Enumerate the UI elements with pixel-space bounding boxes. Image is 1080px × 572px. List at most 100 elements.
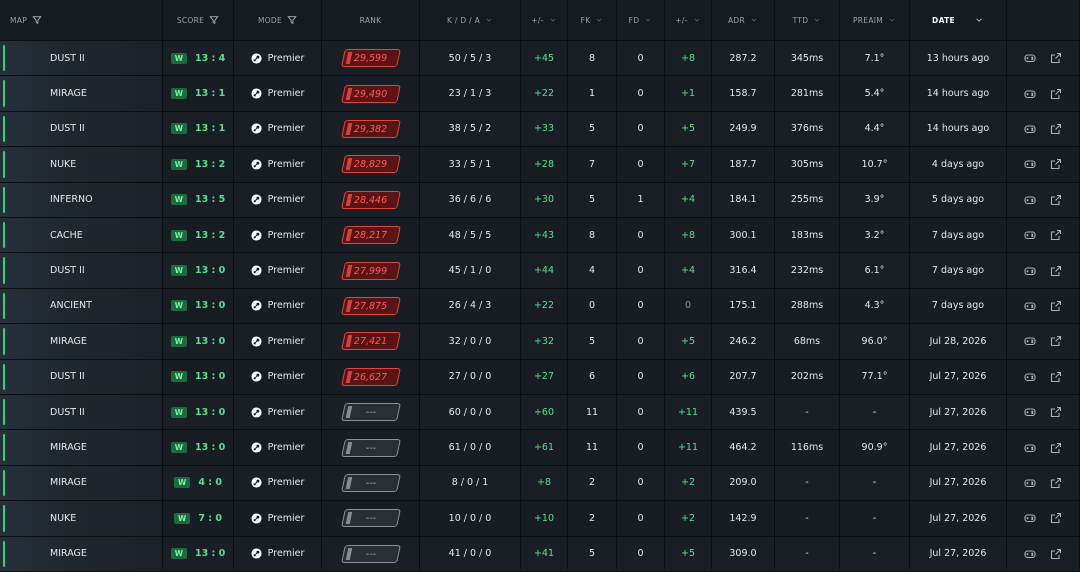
open-link-button[interactable] — [1050, 477, 1062, 489]
cell-mode: Premier — [234, 395, 322, 430]
open-link-button[interactable] — [1050, 442, 1062, 454]
mode-label: Premier — [267, 477, 305, 489]
open-link-button[interactable] — [1050, 194, 1062, 206]
open-link-button[interactable] — [1050, 371, 1062, 383]
demo-button[interactable] — [1024, 158, 1036, 170]
match-row[interactable]: NUKE W 7 : 0 Premier --- 10 / 0 / 0 +10 2 0 +2 142… — [0, 500, 1080, 536]
header-cell[interactable]: TTD — [775, 0, 840, 40]
cell-adr: 158.7 — [712, 76, 775, 111]
header-cell[interactable]: DATE — [910, 0, 1007, 40]
match-row[interactable]: MIRAGE W 13 : 0 Premier --- 61 / 0 / 0 +61 11 0 +… — [0, 429, 1080, 465]
demo-button[interactable] — [1024, 371, 1036, 383]
open-link-button[interactable] — [1050, 158, 1062, 170]
demo-button[interactable] — [1024, 335, 1036, 347]
date: 5 days ago — [931, 194, 985, 206]
cell-fd: 1 — [617, 182, 665, 217]
demo-button[interactable] — [1024, 52, 1036, 64]
cell-diff: +27 — [521, 359, 568, 394]
cell-preaim: - — [840, 395, 910, 430]
header-cell[interactable]: ADR — [712, 0, 775, 40]
rank-value: 27,421 — [353, 335, 388, 347]
match-row[interactable]: MIRAGE W 13 : 1 Premier 29,490 23 / 1 / 3 +22 1… — [0, 75, 1080, 111]
steam-icon — [251, 159, 262, 170]
demo-button[interactable] — [1024, 300, 1036, 312]
cell-map: DUST II — [0, 395, 163, 430]
demo-button[interactable] — [1024, 406, 1036, 418]
open-link-button[interactable] — [1050, 265, 1062, 277]
header-cell[interactable]: FK — [568, 0, 617, 40]
sort-icon[interactable] — [595, 16, 603, 24]
open-link-button[interactable] — [1050, 123, 1062, 135]
open-link-button[interactable] — [1050, 512, 1062, 524]
header-cell[interactable]: FD — [617, 0, 665, 40]
open-link-button[interactable] — [1050, 300, 1062, 312]
demo-button[interactable] — [1024, 265, 1036, 277]
header-cell[interactable]: +/- — [521, 0, 568, 40]
header-cell[interactable]: MODE — [234, 0, 322, 40]
match-row[interactable]: NUKE W 13 : 2 Premier 28,829 33 / 5 / 1 +28 7 0 +… — [0, 146, 1080, 182]
header-cell[interactable]: MAP — [0, 0, 163, 40]
cell-score: W 13 : 1 — [163, 76, 234, 111]
diff: +32 — [533, 335, 555, 347]
match-row[interactable]: ANCIENT W 13 : 0 Premier 27,875 26 / 4 / 3 +22… — [0, 287, 1080, 324]
header-cell[interactable]: RANK — [322, 0, 420, 40]
header-cell[interactable]: SCORE — [163, 0, 234, 40]
demo-button[interactable] — [1024, 229, 1036, 241]
match-row[interactable]: MIRAGE W 4 : 0 Premier --- 8 / 0 / 1 +8 2 0 +2 209… — [0, 464, 1080, 501]
demo-button[interactable] — [1024, 548, 1036, 560]
open-link-button[interactable] — [1050, 406, 1062, 418]
header-cell[interactable]: K / D / A — [420, 0, 521, 40]
sort-icon[interactable] — [750, 16, 758, 24]
demo-button[interactable] — [1024, 194, 1036, 206]
date: 7 days ago — [931, 300, 985, 312]
demo-button[interactable] — [1024, 123, 1036, 135]
open-link-button[interactable] — [1050, 52, 1062, 64]
sort-icon[interactable] — [974, 15, 984, 25]
sort-icon[interactable] — [644, 16, 652, 24]
diff: +43 — [533, 229, 555, 241]
sort-icon[interactable] — [693, 16, 701, 24]
match-row[interactable]: INFERNO W 13 : 5 Premier 28,446 36 / 6 / 6 +30… — [0, 181, 1080, 217]
cell-diff: +45 — [521, 41, 568, 76]
cell-map: NUKE — [0, 501, 163, 536]
cell-date: 5 days ago — [910, 182, 1007, 217]
rank-badge: --- — [340, 438, 401, 457]
result-badge: W — [170, 229, 188, 241]
sort-icon[interactable] — [888, 16, 896, 24]
header-cell[interactable]: +/- — [665, 0, 712, 40]
filter-icon[interactable] — [287, 15, 297, 25]
match-row[interactable]: DUST II W 13 : 1 Premier 29,382 38 / 5 / 2 +33… — [0, 110, 1080, 147]
cell-mode: Premier — [234, 359, 322, 394]
cell-fd: 0 — [617, 465, 665, 501]
open-link-button[interactable] — [1050, 548, 1062, 560]
match-row[interactable]: MIRAGE W 13 : 0 Premier 27,421 32 / 0 / 0 +32 5… — [0, 323, 1080, 359]
score: 13 : 0 — [195, 406, 226, 418]
demo-button[interactable] — [1024, 442, 1036, 454]
kda: 45 / 1 / 0 — [448, 265, 492, 277]
match-row[interactable]: DUST II W 13 : 0 Premier 26,627 27 / 0 / 0 +27… — [0, 358, 1080, 394]
cell-rank: --- — [322, 465, 420, 501]
match-row[interactable]: DUST II W 13 : 4 Premier 29,599 50 / 5 / 3 +45… — [0, 40, 1080, 76]
match-row[interactable]: CACHE W 13 : 2 Premier 28,217 48 / 5 / 5 +43 8 0… — [0, 217, 1080, 253]
open-link-button[interactable] — [1050, 88, 1062, 100]
demo-button[interactable] — [1024, 477, 1036, 489]
fd: 0 — [637, 548, 644, 560]
sort-icon[interactable] — [485, 16, 493, 24]
sort-icon[interactable] — [813, 16, 821, 24]
cell-preaim: 77.1° — [840, 359, 910, 394]
rank-badge: 29,490 — [340, 84, 401, 103]
match-row[interactable]: DUST II W 13 : 0 Premier --- 60 / 0 / 0 +60 11 0… — [0, 394, 1080, 430]
match-row[interactable]: DUST II W 13 : 0 Premier 27,999 45 / 1 / 0 +44… — [0, 252, 1080, 288]
demo-button[interactable] — [1024, 88, 1036, 100]
filter-icon[interactable] — [32, 15, 42, 25]
match-row[interactable]: MIRAGE W 13 : 0 Premier --- 41 / 0 / 0 +41 5 0 +5… — [0, 535, 1080, 571]
header-label: SCORE — [176, 15, 205, 25]
filter-icon[interactable] — [209, 15, 219, 25]
open-link-button[interactable] — [1050, 335, 1062, 347]
sort-icon[interactable] — [549, 16, 557, 24]
demo-button[interactable] — [1024, 512, 1036, 524]
preaim: 77.1° — [861, 371, 888, 383]
open-link-button[interactable] — [1050, 229, 1062, 241]
header-cell[interactable]: PREAIM — [840, 0, 910, 40]
cell-fk: 2 — [568, 501, 617, 536]
